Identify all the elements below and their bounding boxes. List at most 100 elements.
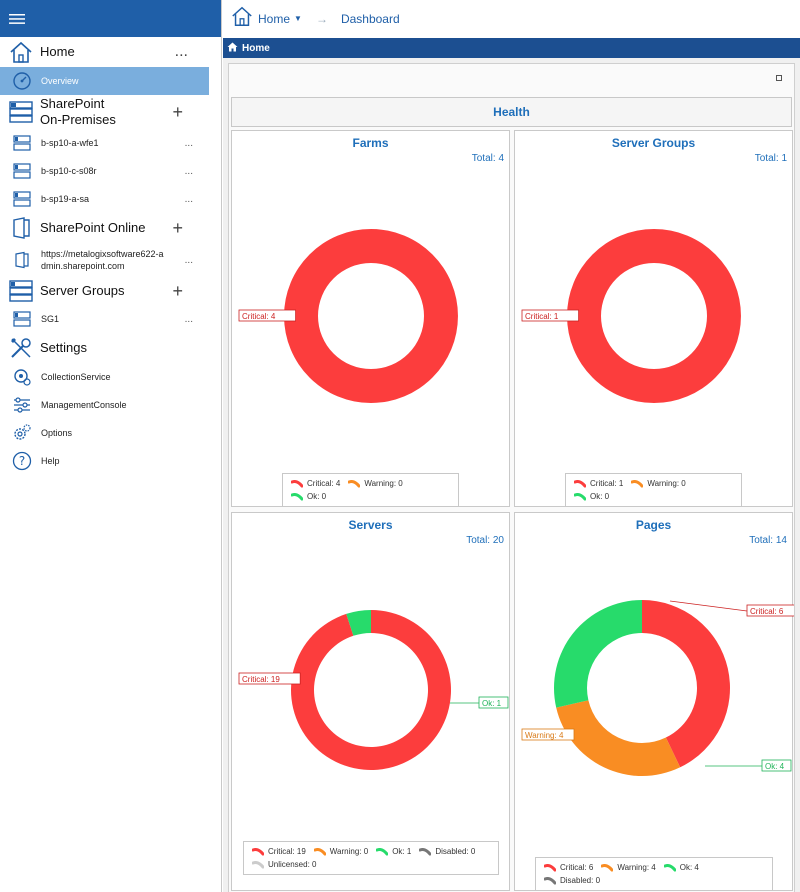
farms-donut-chart: Critical: 4 (238, 229, 458, 403)
legend-label: Unlicensed: 0 (268, 860, 317, 869)
panel-total: Total: 20 (466, 535, 504, 546)
health-header: Health (231, 97, 792, 127)
legend-item-critical[interactable]: Critical: 4 (291, 477, 340, 490)
legend-swatch-icon (252, 860, 264, 868)
legend-item-ok[interactable]: Ok: 0 (291, 490, 326, 503)
total-label: Total: (754, 153, 779, 164)
sidebar-item-management-console[interactable]: ManagementConsole (0, 391, 221, 419)
sidebar-section-sharepoint-online[interactable]: SharePoint Online + (0, 213, 221, 243)
servers-donut-chart: Critical: 19 Ok: 1 (238, 610, 509, 770)
legend-item-critical[interactable]: Critical: 1 (574, 477, 623, 490)
sidebar-item-overview[interactable]: Overview (0, 67, 209, 95)
donut-slice-critical[interactable] (567, 229, 741, 403)
legend-swatch-icon (376, 847, 389, 855)
sidebar-item-help[interactable]: ? Help (0, 447, 221, 475)
donut-slice-critical[interactable] (291, 610, 451, 770)
server-group-icon (8, 279, 34, 303)
add-online-button[interactable]: + (172, 218, 183, 238)
callout-box (238, 672, 301, 685)
legend-swatch-icon (419, 847, 432, 855)
sidebar-section-sharepoint-onprem[interactable]: SharePoint On-Premises + (0, 95, 221, 129)
legend-swatch-icon (574, 492, 586, 500)
sidebar-item-sg1[interactable]: SG1 ... (0, 305, 221, 333)
legend-label: Critical: 6 (560, 863, 594, 872)
page-title: Home (242, 42, 270, 54)
sidebar-item-collection-service[interactable]: CollectionService (0, 363, 221, 391)
donut-slice-ok[interactable] (554, 600, 642, 708)
legend-item-ok[interactable]: Ok: 4 (663, 861, 699, 874)
chart-legend: Critical: 4 Warning: 0 Ok: 0 (282, 473, 459, 507)
legend-swatch-icon (252, 847, 264, 855)
overview-label: Overview (41, 76, 79, 86)
legend-label: Critical: 19 (268, 847, 306, 856)
collection-service-icon (12, 367, 32, 387)
sidebar-item-server-0[interactable]: b-sp10-a-wfe1 ... (0, 129, 221, 157)
home-dropdown[interactable]: Home (258, 11, 291, 26)
online-tenant-url-line1: https://metalogixsoftware622-a (41, 249, 164, 259)
callout-label: Critical: 19 (242, 675, 280, 684)
legend-label: Warning: 0 (364, 479, 403, 488)
panel-title: Pages (635, 518, 672, 532)
legend-item-critical[interactable]: Critical: 19 (252, 845, 306, 858)
server-icon (12, 161, 32, 181)
donut-slice-ok[interactable] (346, 610, 371, 636)
donut-slice-warning[interactable] (556, 700, 681, 776)
legend-label: Disabled: 0 (435, 847, 476, 856)
home-icon[interactable] (230, 4, 254, 33)
legend-item-ok[interactable]: Ok: 0 (574, 490, 609, 503)
legend-item-warning[interactable]: Warning: 4 (601, 861, 656, 874)
sidebar-item-server-1[interactable]: b-sp10-c-s08r ... (0, 157, 221, 185)
sidebar-item-online-tenant[interactable]: https://metalogixsoftware622-a dmin.share… (0, 243, 221, 277)
legend-label: Ok: 0 (307, 492, 327, 501)
sharepoint-online-icon (8, 216, 34, 240)
add-onprem-button[interactable]: + (172, 102, 183, 122)
total-label: Total: (471, 153, 496, 164)
home-icon (227, 39, 238, 57)
sg1-more-button[interactable]: ... (184, 313, 193, 325)
legend-swatch-icon (601, 863, 614, 871)
sidebar-section-server-groups[interactable]: Server Groups + (0, 277, 221, 305)
legend-item-warning[interactable]: Warning: 0 (313, 845, 368, 858)
panel-title: Server Groups (611, 136, 696, 150)
home-more-button[interactable]: ... (174, 43, 188, 60)
legend-swatch-icon (348, 479, 361, 487)
total-value: 14 (775, 535, 787, 546)
maximize-icon[interactable] (776, 75, 782, 81)
server-more-button[interactable]: ... (184, 193, 193, 205)
callout-label: Critical: 6 (750, 607, 784, 616)
legend-item-ok[interactable]: Ok: 1 (376, 845, 411, 858)
server-label: b-sp19-a-sa (41, 194, 90, 204)
legend-item-unlicensed[interactable]: Unlicensed: 0 (252, 858, 316, 871)
legend-item-disabled[interactable]: Disabled: 0 (544, 874, 600, 887)
callout-label: Critical: 1 (525, 312, 559, 321)
legend-item-disabled[interactable]: Disabled: 0 (419, 845, 475, 858)
legend-item-warning[interactable]: Warning: 0 (631, 477, 686, 490)
online-tenant-more-button[interactable]: ... (184, 254, 193, 266)
add-server-group-button[interactable]: + (172, 281, 183, 301)
home-icon (8, 40, 34, 64)
callout-box (238, 309, 296, 322)
servers-panel: Servers Total: 20 Critical: 19 Ok: 1 Crit… (231, 512, 510, 891)
sidebar-item-options[interactable]: Options (0, 419, 221, 447)
panel-total: Total: 4 (472, 153, 504, 164)
sidebar-item-server-2[interactable]: b-sp19-a-sa ... (0, 185, 221, 213)
sidebar-section-settings[interactable]: Settings (0, 333, 221, 363)
sharepoint-onprem-label: SharePoint On-Premises (40, 96, 116, 128)
settings-label: Settings (40, 340, 87, 355)
legend-item-critical[interactable]: Critical: 6 (544, 861, 593, 874)
donut-slice-critical[interactable] (284, 229, 458, 403)
dashboard-container: Health Farms Total: 4 Critical: 4 Critic… (228, 63, 795, 892)
legend-label: Critical: 4 (307, 479, 341, 488)
donut-slice-critical[interactable] (642, 600, 730, 768)
legend-swatch-icon (663, 863, 676, 871)
sidebar-section-home[interactable]: Home ... (0, 37, 221, 67)
legend-swatch-icon (291, 479, 303, 487)
legend-item-warning[interactable]: Warning: 0 (348, 477, 403, 490)
breadcrumb-dashboard[interactable]: Dashboard (340, 11, 400, 26)
hamburger-menu-icon[interactable] (9, 13, 25, 25)
server-more-button[interactable]: ... (184, 137, 193, 149)
chevron-down-icon[interactable]: ▼ (294, 14, 302, 23)
farms-panel: Farms Total: 4 Critical: 4 Critical: 4 Wa… (231, 130, 510, 507)
server-more-button[interactable]: ... (184, 165, 193, 177)
legend-label: Disabled: 0 (560, 876, 601, 885)
